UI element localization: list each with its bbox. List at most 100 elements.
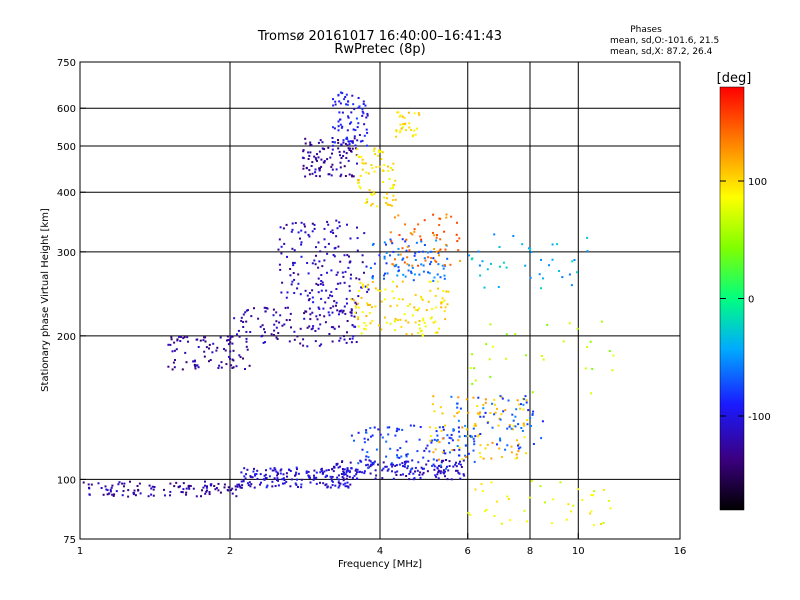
echo-point <box>335 235 338 238</box>
echo-point <box>169 494 171 497</box>
echo-point <box>430 257 433 259</box>
echo-point <box>494 411 497 414</box>
echo-point <box>331 141 334 143</box>
echo-point <box>364 328 367 331</box>
echo-point <box>481 260 484 263</box>
echo-point <box>246 348 249 351</box>
echo-point <box>282 482 284 485</box>
echo-point <box>365 128 368 131</box>
echo-point <box>346 103 349 106</box>
echo-point <box>571 260 574 263</box>
echo-point <box>437 263 440 266</box>
echo-point <box>502 261 505 264</box>
echo-point <box>356 468 359 471</box>
echo-point <box>283 242 286 245</box>
echo-point <box>526 520 528 523</box>
echo-point <box>320 343 323 346</box>
echo-point <box>274 468 277 471</box>
echo-point <box>335 219 338 222</box>
echo-point <box>361 471 364 474</box>
echo-point <box>457 471 460 474</box>
echo-point <box>341 460 344 463</box>
echo-point <box>187 340 189 343</box>
echo-point <box>367 438 370 441</box>
echo-point <box>408 472 411 475</box>
echo-point <box>609 507 612 510</box>
echo-point <box>334 141 336 144</box>
echo-point <box>412 478 415 481</box>
echo-point <box>299 237 301 240</box>
echo-point <box>465 398 468 401</box>
echo-point <box>454 463 457 466</box>
echo-point <box>223 483 226 486</box>
echo-point <box>291 247 294 250</box>
echo-point <box>428 272 431 275</box>
echo-point <box>104 485 107 488</box>
echo-point <box>204 340 207 343</box>
echo-point <box>590 510 593 513</box>
echo-point <box>367 456 370 459</box>
echo-point <box>307 233 310 236</box>
echo-point <box>304 289 307 292</box>
echo-point <box>373 461 375 464</box>
echo-point <box>455 233 458 236</box>
echo-point <box>407 460 410 463</box>
echo-point <box>486 443 489 446</box>
echo-point <box>317 327 320 330</box>
echo-point <box>381 477 384 480</box>
echo-point <box>152 488 155 491</box>
echo-point <box>336 282 339 285</box>
echo-point <box>331 475 334 478</box>
echo-point <box>484 447 487 450</box>
echo-point <box>346 129 349 132</box>
echo-point <box>404 223 407 226</box>
echo-point <box>497 286 500 288</box>
echo-point <box>423 467 425 470</box>
echo-point <box>435 260 438 263</box>
echo-point <box>308 307 311 310</box>
echo-point <box>349 140 352 143</box>
echo-point <box>347 147 350 150</box>
echo-point <box>331 484 334 487</box>
echo-point <box>397 111 400 114</box>
echo-point <box>363 322 366 324</box>
echo-point <box>319 167 321 170</box>
echo-point <box>433 276 436 279</box>
echo-point <box>261 324 264 327</box>
echo-point <box>440 301 443 304</box>
echo-point <box>365 464 368 467</box>
echo-point <box>242 480 245 483</box>
echo-point <box>445 243 448 246</box>
echo-point <box>387 433 390 436</box>
echo-point <box>304 231 307 234</box>
echo-point <box>443 472 446 475</box>
echo-point <box>338 484 341 487</box>
echo-point <box>253 307 255 310</box>
echo-point <box>396 285 398 288</box>
echo-point <box>299 342 302 345</box>
echo-point <box>474 424 477 427</box>
echo-point <box>313 477 316 480</box>
echo-point <box>356 226 358 229</box>
echo-point <box>436 466 439 469</box>
echo-point <box>387 203 390 206</box>
echo-point <box>354 129 357 132</box>
echo-point <box>526 419 529 421</box>
echo-point <box>522 403 525 406</box>
echo-point <box>436 273 439 276</box>
echo-point <box>342 275 345 278</box>
echo-point <box>214 488 217 491</box>
echo-point <box>440 461 443 464</box>
x-tick-label: 16 <box>674 546 687 557</box>
echo-point <box>244 477 247 480</box>
echo-point <box>344 482 347 485</box>
x-axis-ticks: 1 2 4 6 8 10 16 <box>77 533 687 557</box>
echo-point <box>608 350 611 352</box>
echo-point <box>439 238 442 241</box>
echo-point <box>439 464 442 467</box>
echo-point <box>362 112 365 115</box>
echo-point <box>462 473 465 476</box>
echo-point <box>396 319 399 322</box>
echo-point <box>445 290 448 293</box>
echo-point <box>396 274 399 277</box>
